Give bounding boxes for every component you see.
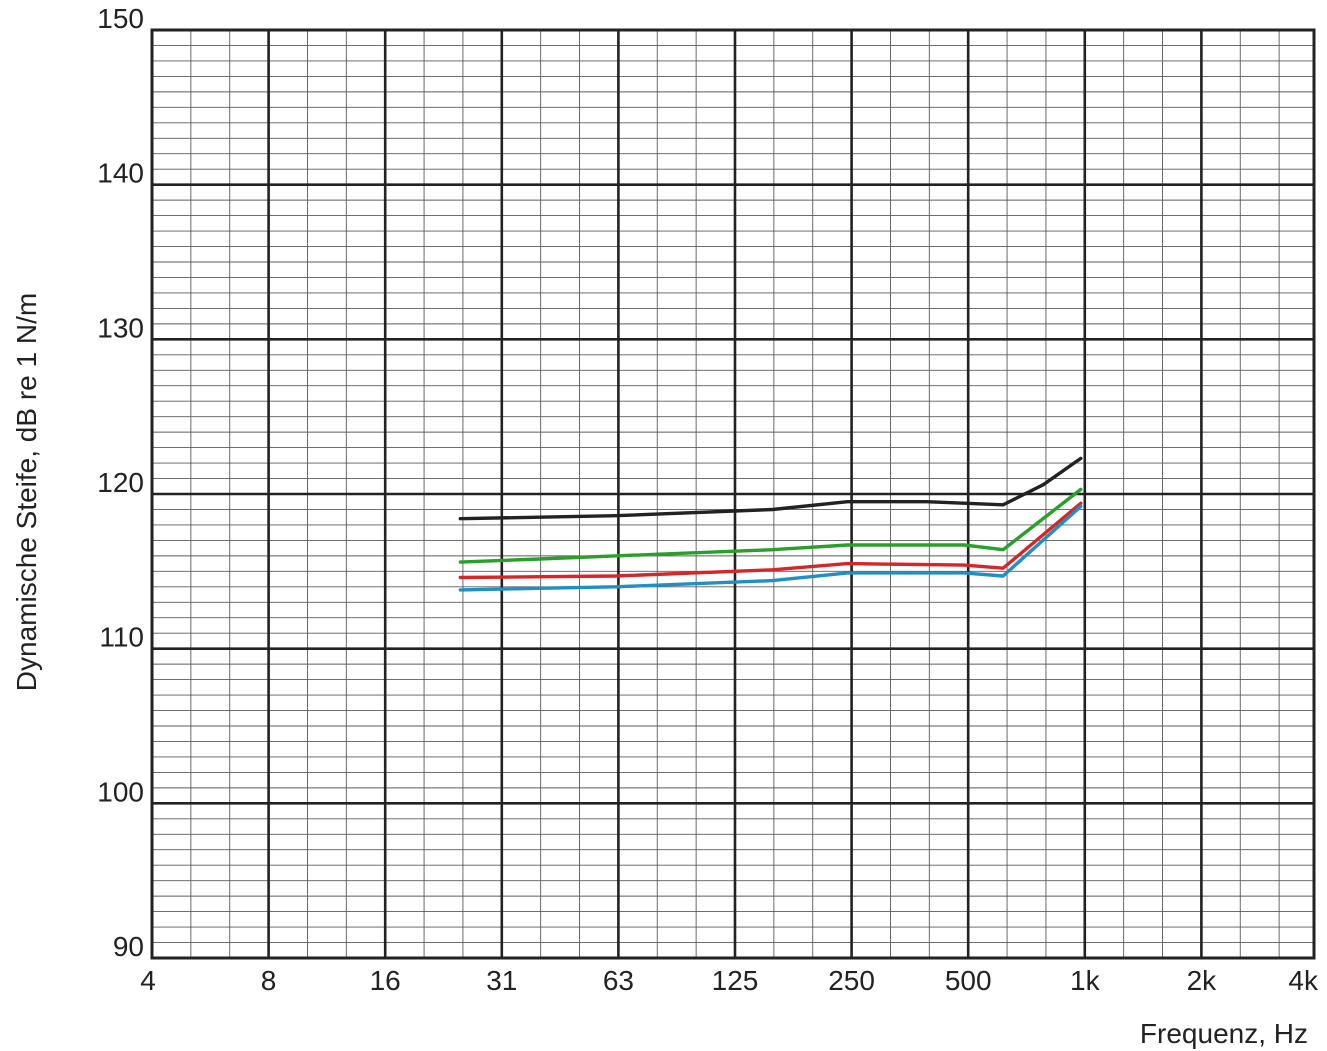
- series-line-4: [458, 504, 1083, 592]
- x-tick-label: 125: [712, 965, 759, 996]
- y-tick-labels: 90 100 110 120 130 140 150: [97, 3, 144, 962]
- y-tick-label: 100: [97, 776, 144, 807]
- plot-frame: [150, 28, 1316, 960]
- x-tick-label: 8: [261, 965, 277, 996]
- y-tick-label: 130: [97, 312, 144, 343]
- series-line-3: [458, 501, 1083, 580]
- x-tick-label: 63: [603, 965, 634, 996]
- x-tick-label: 2k: [1187, 965, 1218, 996]
- x-tick-label: 4: [140, 965, 156, 996]
- x-tick-label: 4k: [1288, 965, 1319, 996]
- y-axis-title: Dynamische Steife, dB re 1 N/m: [11, 293, 42, 691]
- x-tick-label: 31: [486, 965, 517, 996]
- y-tick-label: 120: [97, 467, 144, 498]
- x-tick-label: 1k: [1070, 965, 1101, 996]
- series-layer: [458, 456, 1083, 592]
- x-tick-labels: 4 8 16 31 63 125 250 500 1k 2k 4k: [140, 965, 1319, 996]
- series-line-2: [458, 487, 1083, 564]
- y-tick-label: 150: [97, 3, 144, 34]
- y-tick-label: 140: [97, 158, 144, 189]
- x-tick-label: 16: [370, 965, 401, 996]
- y-tick-label: 90: [113, 931, 144, 962]
- series-line-1: [458, 456, 1083, 521]
- x-tick-label: 250: [828, 965, 875, 996]
- y-tick-label: 110: [99, 622, 144, 653]
- x-axis-title: Frequenz, Hz: [1140, 1018, 1308, 1049]
- x-tick-label: 500: [945, 965, 992, 996]
